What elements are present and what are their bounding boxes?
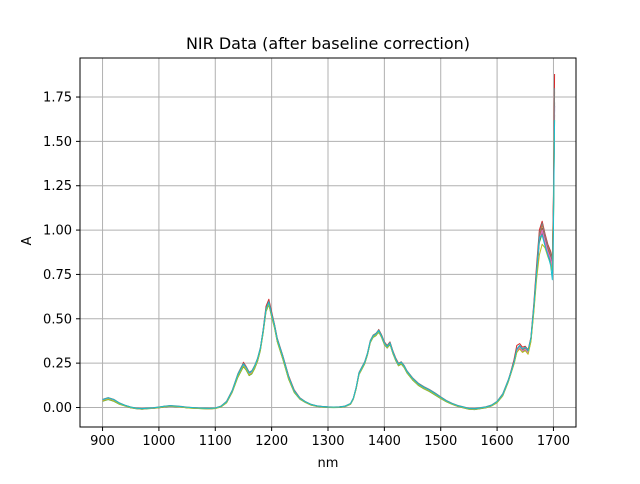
y-tick-label: 1.50 [43,135,72,150]
x-tick-label: 1600 [481,434,514,449]
y-axis-ticks: 0.00 0.25 0.50 0.75 1.00 1.25 1.50 1.75 [43,91,80,416]
chart-title: NIR Data (after baseline correction) [186,34,470,53]
spectrum-line-10 [102,120,556,410]
series-group [102,73,556,411]
y-tick-label: 0.25 [43,357,72,372]
y-tick-label: 0.50 [43,312,72,327]
x-axis-label: nm [318,456,339,471]
x-tick-label: 1500 [424,434,457,449]
y-axis-label: A [20,236,35,245]
x-tick-label: 900 [90,434,115,449]
x-tick-label: 1200 [255,434,288,449]
x-tick-label: 1000 [142,434,175,449]
y-tick-label: 1.25 [43,179,72,194]
y-tick-label: 0.00 [43,401,72,416]
y-tick-label: 1.75 [43,91,72,106]
y-tick-label: 1.00 [43,224,72,239]
y-tick-label: 0.75 [43,268,72,283]
x-tick-label: 1700 [537,434,570,449]
x-tick-label: 1300 [311,434,344,449]
x-tick-label: 1100 [199,434,232,449]
x-tick-label: 1400 [368,434,401,449]
x-axis-ticks: 900 1000 1100 1200 1300 1400 1500 1600 1700 [90,427,570,449]
